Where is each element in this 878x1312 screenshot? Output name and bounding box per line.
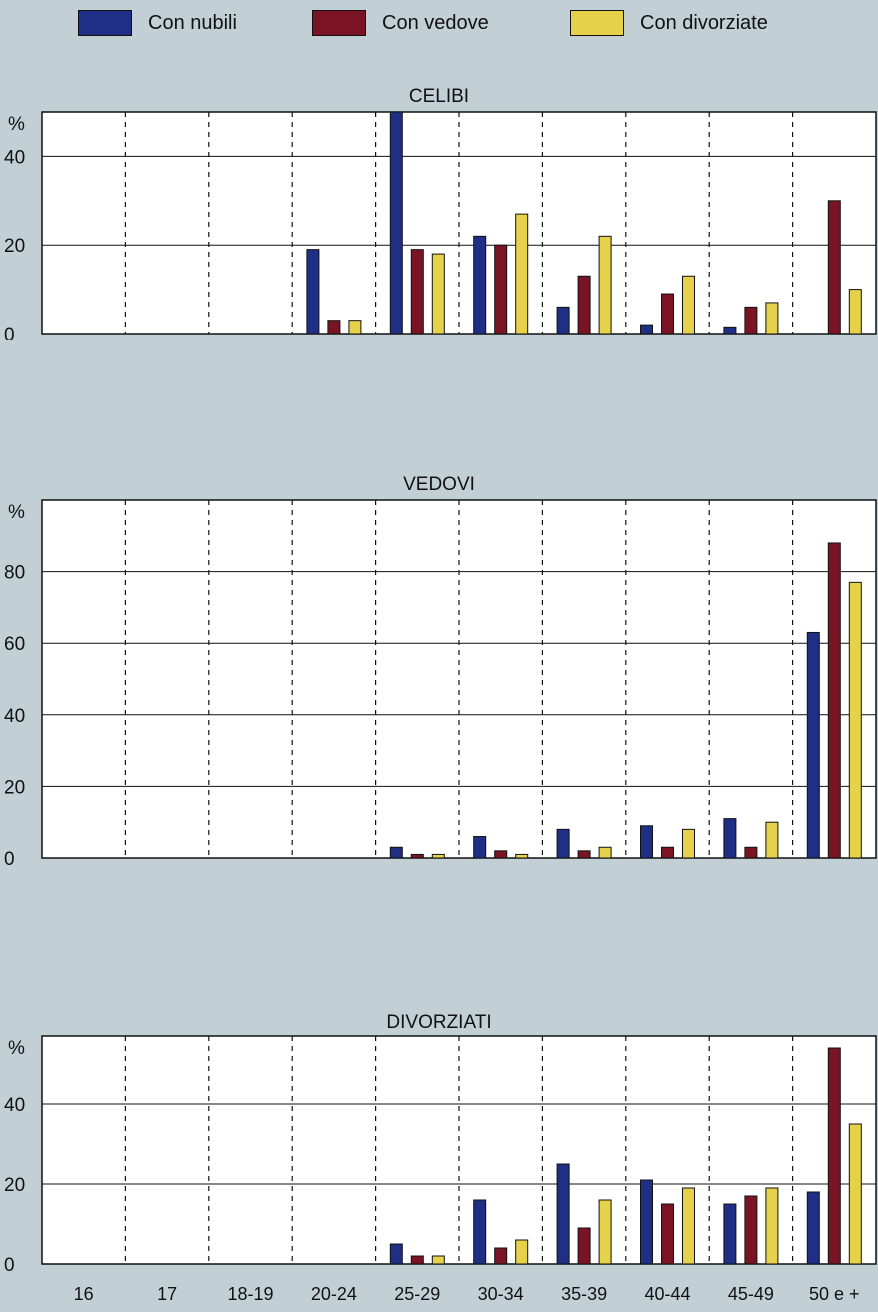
x-tick-label: 30-34 [477,1284,524,1304]
bar-vedove [494,1247,508,1265]
bar-nubili [723,818,737,859]
legend-swatch-vedove [312,10,366,36]
x-tick-label: 18-19 [227,1284,274,1304]
bar-nubili [806,631,820,859]
x-axis-labels: 16 17 18-19 20-24 25-29 30-34 35-39 40-44 45-49 5… [0,1284,878,1308]
bar-vedove [827,1047,841,1265]
bar-nubili [389,111,403,335]
x-tick-label: 25-29 [394,1284,441,1304]
bar-nubili [473,1199,487,1265]
bar-divorziate [848,1123,862,1265]
x-tick-label: 20-24 [310,1284,357,1304]
bar-vedove [494,850,508,859]
bar-vedove [661,846,674,859]
y-tick-label: 0 [4,849,15,870]
bar-divorziate [515,213,529,335]
bar-nubili [806,1191,820,1265]
bar-nubili [723,326,737,335]
legend-swatch-nubili [78,10,132,36]
bar-vedove [744,306,758,335]
bar-nubili [556,828,570,859]
chart-divorziati: 0 20 40% [4,1035,877,1276]
bar-divorziate [598,235,612,335]
y-tick-label: 40 [4,706,25,727]
plot-area [41,499,877,859]
y-axis-label: % [8,502,25,523]
bar-vedove [661,1203,674,1265]
bar-divorziate [431,1255,445,1265]
chart-title-vedovi: VEDOVI [403,474,475,495]
x-tick-label: 35-39 [561,1284,608,1304]
bar-divorziate [848,581,862,859]
y-tick-label: 60 [4,634,25,655]
legend-label-nubili: Con nubili [148,12,237,34]
bar-vedove [410,1255,424,1265]
bar-nubili [640,825,653,859]
bar-vedove [577,1227,591,1265]
y-tick-label: 40 [4,1095,25,1116]
bar-nubili [306,249,320,335]
bar-divorziate [682,1187,695,1265]
bar-vedove [410,249,424,335]
y-tick-label: 20 [4,236,25,257]
bar-divorziate [598,846,612,859]
bar-vedove [410,853,424,859]
bar-vedove [744,1195,758,1265]
bar-divorziate [682,828,695,859]
x-tick-label: 40-44 [644,1284,691,1304]
x-tick-label: 45-49 [727,1284,774,1304]
bar-vedove [494,244,508,335]
legend-label-vedove: Con vedove [382,12,489,34]
bar-divorziate [598,1199,612,1265]
bar-nubili [640,1179,653,1265]
y-tick-label: 20 [4,777,25,798]
bar-divorziate [515,1239,529,1265]
bar-nubili [556,306,570,335]
bar-vedove [661,293,674,335]
bar-divorziate [682,275,695,335]
chart-celibi: 0 20 40% [4,111,877,340]
bar-vedove [744,846,758,859]
y-tick-label: 40 [4,147,25,168]
bar-vedove [827,542,841,859]
x-tick-label: 17 [157,1284,178,1304]
bar-vedove [827,200,841,335]
chart-title-celibi: CELIBI [408,86,470,107]
legend-label-divorziate: Con divorziate [640,12,768,34]
x-tick-label: 16 [73,1284,94,1304]
bar-divorziate [431,253,445,335]
bar-divorziate [515,853,529,859]
bar-nubili [723,1203,737,1265]
bar-nubili [389,846,403,859]
bar-divorziate [765,302,779,335]
bar-divorziate [431,853,445,859]
bar-nubili [473,836,487,859]
bar-divorziate [348,320,362,335]
y-axis-label: % [8,114,25,135]
x-tick-label: 50 e + [809,1284,860,1304]
bar-divorziate [765,1187,779,1265]
bar-nubili [640,324,653,335]
y-tick-label: 0 [4,325,15,340]
bar-vedove [327,320,341,335]
bar-divorziate [848,289,862,335]
y-tick-label: 0 [4,1255,15,1276]
bar-nubili [556,1163,570,1265]
bar-nubili [389,1243,403,1265]
chart-vedovi: 0 20 40 60 80% [4,499,877,870]
bar-nubili [473,235,487,335]
bar-divorziate [765,821,779,859]
bar-vedove [577,275,591,335]
y-axis-label: % [8,1038,25,1059]
y-tick-label: 20 [4,1175,25,1196]
chart-title-divorziati: DIVORZIATI [386,1012,492,1033]
legend: Con nubili Con vedove Con divorziate [0,0,878,50]
legend-swatch-divorziate [570,10,624,36]
y-tick-label: 80 [4,563,25,584]
bar-vedove [577,850,591,859]
